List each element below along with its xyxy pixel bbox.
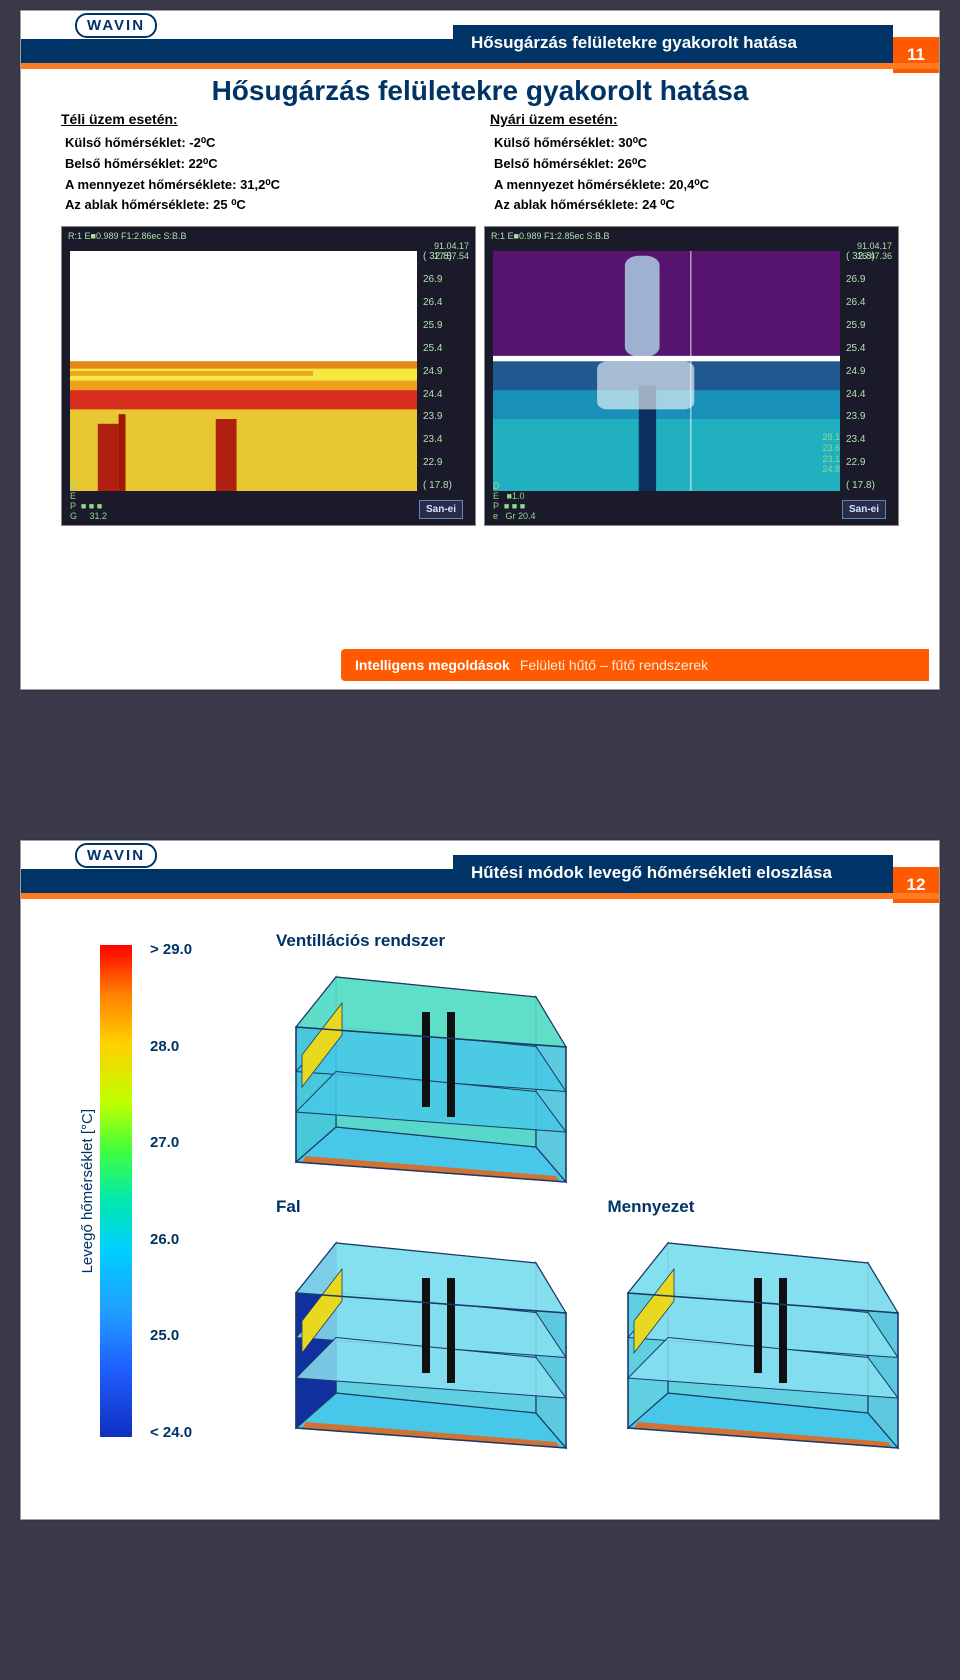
sim-title-menny: Mennyezet bbox=[608, 1197, 910, 1217]
scale-v: ( 32.8) bbox=[846, 251, 894, 262]
ml: 23.6 bbox=[822, 443, 840, 454]
thermal-menu-right: D E ■1.0 P ■ ■ ■ e Gr 20.4 bbox=[493, 481, 536, 521]
winter-heading: Téli üzem esetén: bbox=[61, 111, 470, 127]
scale-v: 25.9 bbox=[423, 320, 471, 331]
slide-11: WAVIN Hősugárzás felületekre gyakorolt h… bbox=[20, 10, 940, 690]
summer-l4: Az ablak hőmérséklete: 24 ⁰C bbox=[490, 195, 899, 216]
sim-menny-cube bbox=[608, 1223, 908, 1453]
scale-v: 26.9 bbox=[423, 274, 471, 285]
legend-v: 28.0 bbox=[150, 1038, 192, 1055]
summer-l3: A mennyezet hőmérséklete: 20,4⁰C bbox=[490, 175, 899, 196]
scale-v: 24.9 bbox=[846, 366, 894, 377]
scale-v: 25.9 bbox=[846, 320, 894, 331]
thermal-brand-right: San-ei bbox=[842, 500, 886, 519]
title-text: Hűtési módok levegő hőmérsékleti eloszlá… bbox=[453, 855, 893, 891]
sim-title-fal: Fal bbox=[276, 1197, 578, 1217]
scale-v: ( 17.8) bbox=[846, 480, 894, 491]
scale-v: 26.9 bbox=[846, 274, 894, 285]
legend: Levegő hőmérséklet [°C] > 29.0 28.0 27.0… bbox=[73, 941, 192, 1441]
sim-row-2: Fal Mennyezet bbox=[276, 1197, 909, 1453]
winter-l3: A mennyezet hőmérséklete: 31,2⁰C bbox=[61, 175, 470, 196]
footer-b: Felületi hűtő – fűtő rendszerek bbox=[520, 657, 708, 673]
col-winter: Téli üzem esetén: Külső hőmérséklet: -2⁰… bbox=[61, 111, 470, 216]
scale-v: 23.4 bbox=[423, 434, 471, 445]
sim-block-fal: Fal bbox=[276, 1197, 578, 1453]
thermal-menu-left: D E P ■ ■ ■ G 31.2 bbox=[70, 481, 107, 521]
scale-v: ( 32.8) bbox=[423, 251, 471, 262]
thermal-image-summer bbox=[493, 251, 840, 491]
ml: 28.1 bbox=[822, 432, 840, 443]
sim-block-menny: Mennyezet bbox=[608, 1197, 910, 1453]
footer-bar: Intelligens megoldások Felületi hűtő – f… bbox=[341, 649, 929, 681]
title-bar: Hűtési módok levegő hőmérsékleti eloszlá… bbox=[453, 855, 939, 891]
legend-v: > 29.0 bbox=[150, 941, 192, 958]
scale-v: 25.4 bbox=[423, 343, 471, 354]
legend-gradient bbox=[96, 941, 136, 1441]
content: Hősugárzás felületekre gyakorolt hatása … bbox=[61, 75, 899, 649]
scale-v: 22.9 bbox=[846, 457, 894, 468]
sim-title-vent: Ventillációs rendszer bbox=[276, 931, 909, 951]
logo-text: WAVIN bbox=[75, 13, 157, 38]
legend-labels: > 29.0 28.0 27.0 26.0 25.0 < 24.0 bbox=[136, 941, 192, 1441]
scale-v: 26.4 bbox=[846, 297, 894, 308]
scale-v: 25.4 bbox=[846, 343, 894, 354]
ml: 23.1 bbox=[822, 454, 840, 465]
logo-text: WAVIN bbox=[75, 843, 157, 868]
sim-fal-cube bbox=[276, 1223, 576, 1453]
scale-v: 24.4 bbox=[423, 389, 471, 400]
winter-l4: Az ablak hőmérséklete: 25 ⁰C bbox=[61, 195, 470, 216]
sim-area: Ventillációs rendszer Fal Mennyezet bbox=[276, 931, 909, 1499]
scale-v: 23.9 bbox=[423, 411, 471, 422]
summer-heading: Nyári üzem esetén: bbox=[490, 111, 899, 127]
legend-v: 26.0 bbox=[150, 1231, 192, 1248]
scale-v: 26.4 bbox=[423, 297, 471, 308]
thermal-row: R:1 E■0.989 F1:2.86ec S:B.B 91.04.17 17:… bbox=[61, 226, 899, 526]
footer-a: Intelligens megoldások bbox=[355, 657, 510, 673]
legend-v: < 24.0 bbox=[150, 1424, 192, 1441]
thermal-meta-left: R:1 E■0.989 F1:2.86ec S:B.B bbox=[68, 231, 187, 241]
main-title: Hősugárzás felületekre gyakorolt hatása bbox=[61, 75, 899, 107]
slide-12: WAVIN Hűtési módok levegő hőmérsékleti e… bbox=[20, 840, 940, 1520]
title-text: Hősugárzás felületekre gyakorolt hatása bbox=[453, 25, 893, 61]
orange-band-top bbox=[21, 893, 939, 899]
scale-v: 23.9 bbox=[846, 411, 894, 422]
winter-l2: Belső hőmérséklet: 22⁰C bbox=[61, 154, 470, 175]
legend-v: 25.0 bbox=[150, 1327, 192, 1344]
orange-band-top bbox=[21, 63, 939, 69]
logo: WAVIN bbox=[75, 843, 157, 868]
thermal-midlabels: 28.1 23.6 23.1 24.8 bbox=[822, 432, 840, 475]
thermal-summer: R:1 E■0.989 F1:2.85ec S:B.B 91.04.17 16:… bbox=[484, 226, 899, 526]
scale-v: 24.9 bbox=[423, 366, 471, 377]
columns: Téli üzem esetén: Külső hőmérséklet: -2⁰… bbox=[61, 111, 899, 216]
thermal-scale-left: ( 32.8) 26.9 26.4 25.9 25.4 24.9 24.4 23… bbox=[423, 251, 471, 491]
sim-vent-cube bbox=[276, 957, 576, 1187]
thermal-brand-left: San-ei bbox=[419, 500, 463, 519]
summer-l2: Belső hőmérséklet: 26⁰C bbox=[490, 154, 899, 175]
legend-ylabel: Levegő hőmérséklet [°C] bbox=[73, 1109, 96, 1273]
summer-l1: Külső hőmérséklet: 30⁰C bbox=[490, 133, 899, 154]
scale-v: 23.4 bbox=[846, 434, 894, 445]
legend-v: 27.0 bbox=[150, 1134, 192, 1151]
scale-v: 24.4 bbox=[846, 389, 894, 400]
col-summer: Nyári üzem esetén: Külső hőmérséklet: 30… bbox=[490, 111, 899, 216]
thermal-meta-right: R:1 E■0.989 F1:2.85ec S:B.B bbox=[491, 231, 610, 241]
gradient-inner bbox=[100, 945, 132, 1437]
thermal-image-winter bbox=[70, 251, 417, 491]
scale-v: ( 17.8) bbox=[423, 480, 471, 491]
thermal-scale-right: ( 32.8) 26.9 26.4 25.9 25.4 24.9 24.4 23… bbox=[846, 251, 894, 491]
winter-l1: Külső hőmérséklet: -2⁰C bbox=[61, 133, 470, 154]
scale-v: 22.9 bbox=[423, 457, 471, 468]
title-bar: Hősugárzás felületekre gyakorolt hatása … bbox=[453, 25, 939, 61]
ml: 24.8 bbox=[822, 464, 840, 475]
logo: WAVIN bbox=[75, 13, 157, 38]
thermal-winter: R:1 E■0.989 F1:2.86ec S:B.B 91.04.17 17:… bbox=[61, 226, 476, 526]
